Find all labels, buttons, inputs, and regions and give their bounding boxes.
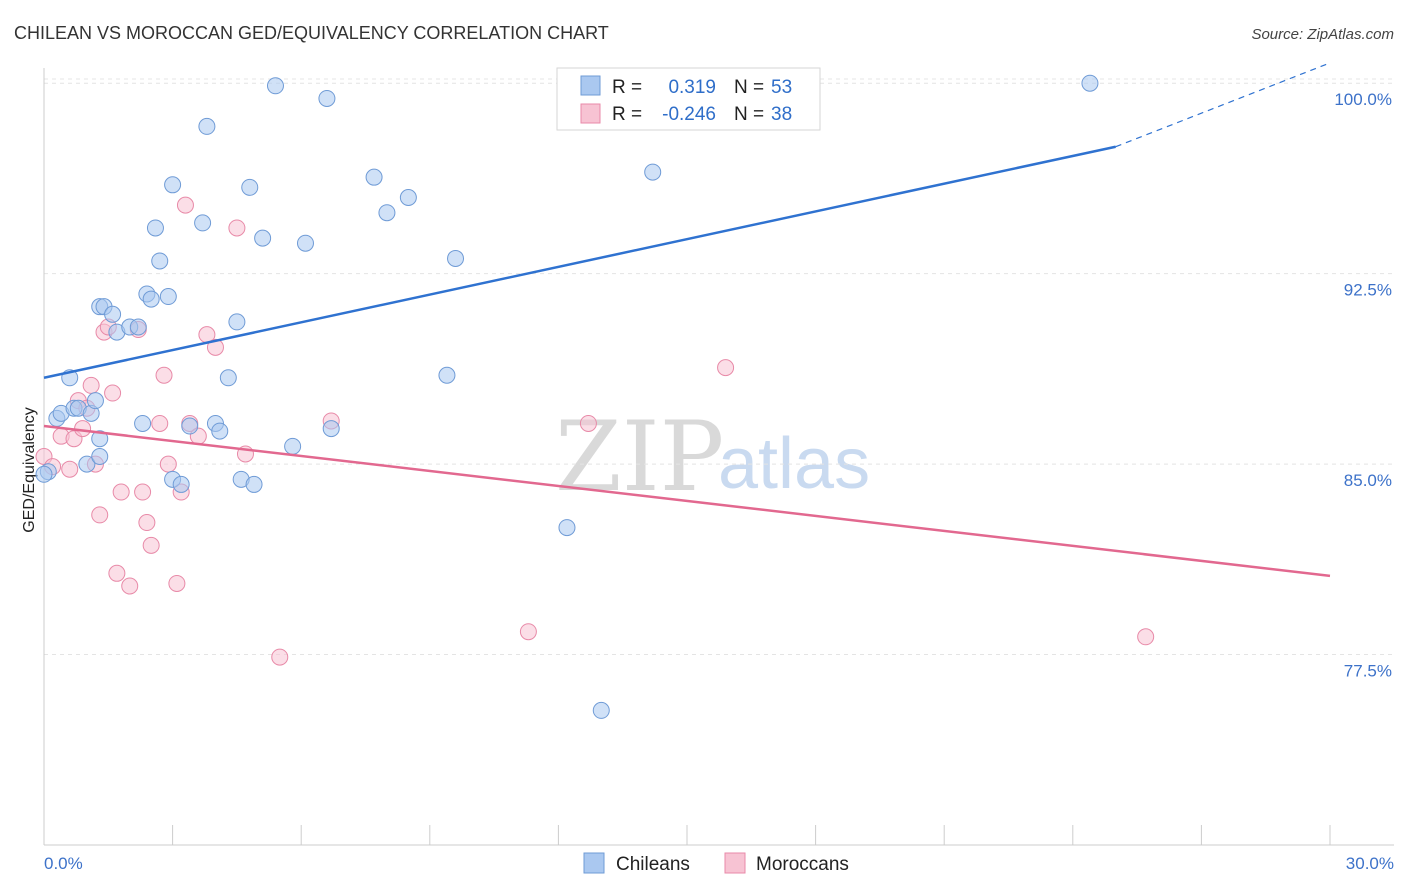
legend-r-value-chileans: 0.319 (668, 77, 716, 98)
point-chileans (151, 252, 169, 270)
y-tick-labels: 100.0% 92.5% 85.0% 77.5% (1334, 90, 1392, 680)
trend-line-chileans (43, 145, 1116, 380)
point-chileans (399, 189, 417, 206)
x-tick-label-max: 30.0% (1346, 854, 1394, 873)
stats-legend: R = 0.319 N = 53 R = -0.246 N = 38 (556, 67, 821, 131)
legend-swatch-moroccans (580, 103, 601, 124)
legend-r-label-chileans: R = (612, 77, 642, 98)
y-tick-label: 85.0% (1344, 471, 1392, 490)
point-chileans (181, 417, 199, 435)
point-chileans (245, 475, 263, 493)
point-moroccans (138, 514, 156, 532)
chart-title: CHILEAN VS MOROCCAN GED/EQUIVALENCY CORR… (14, 23, 609, 43)
point-moroccans (228, 219, 246, 237)
x-tick-label-min: 0.0% (44, 854, 83, 873)
bottom-legend-swatch-chileans (583, 852, 605, 874)
point-moroccans (519, 623, 537, 641)
bottom-legend-label-chileans: Chileans (616, 854, 690, 875)
bottom-legend: Chileans Moroccans (583, 852, 849, 875)
point-moroccans (108, 564, 126, 582)
point-chileans (558, 519, 576, 537)
point-chileans (172, 475, 190, 493)
point-chileans (146, 219, 164, 237)
point-chileans (447, 249, 465, 267)
legend-r-value-moroccans: -0.246 (662, 104, 716, 125)
legend-r-label-moroccans: R = (612, 104, 642, 125)
point-chileans (228, 313, 246, 331)
point-chileans (142, 290, 160, 308)
point-chileans (134, 414, 152, 432)
point-chileans (241, 178, 259, 196)
point-moroccans (142, 536, 160, 554)
y-tick-label: 77.5% (1344, 662, 1392, 681)
point-moroccans (74, 420, 92, 438)
bottom-legend-label-moroccans: Moroccans (756, 854, 849, 875)
legend-n-value-chileans: 53 (771, 77, 792, 98)
point-moroccans (91, 506, 109, 524)
trend-line-moroccans (43, 424, 1331, 578)
point-chileans (644, 163, 662, 181)
point-chileans (159, 288, 177, 306)
point-chileans (129, 318, 147, 336)
y-axis-label: GED/Equivalency (21, 407, 38, 532)
point-chileans (284, 437, 302, 455)
point-moroccans (134, 483, 152, 501)
point-chileans (91, 430, 109, 448)
legend-n-value-moroccans: 38 (771, 104, 792, 125)
point-chileans (198, 117, 216, 135)
point-chileans (78, 455, 96, 473)
point-moroccans (1137, 628, 1155, 646)
point-moroccans (82, 376, 100, 394)
point-chileans (35, 465, 53, 483)
point-chileans (219, 369, 237, 387)
watermark: ZIP atlas (555, 401, 870, 513)
point-chileans (164, 176, 182, 194)
point-moroccans (168, 574, 186, 592)
point-moroccans (159, 455, 177, 473)
point-chileans (1081, 74, 1099, 92)
point-chileans (91, 448, 109, 465)
trend-line-chileans-extension (1115, 62, 1331, 148)
point-moroccans (104, 384, 122, 402)
point-chileans (378, 204, 396, 222)
legend-n-label-chileans: N = (734, 77, 764, 98)
point-chileans (322, 420, 340, 438)
point-moroccans (176, 196, 194, 214)
point-moroccans (717, 359, 735, 377)
y-tick-label: 100.0% (1334, 90, 1392, 109)
point-moroccans (112, 483, 130, 501)
chart-source: Source: ZipAtlas.com (1251, 26, 1394, 43)
point-chileans (104, 305, 122, 323)
point-moroccans (121, 577, 139, 595)
point-chileans (254, 229, 272, 247)
point-moroccans (155, 366, 173, 384)
legend-n-label-moroccans: N = (734, 104, 764, 125)
point-chileans (438, 366, 456, 384)
point-chileans (194, 214, 212, 232)
point-chileans (365, 168, 383, 186)
series-chileans (35, 74, 1099, 719)
point-chileans (318, 89, 336, 107)
bottom-legend-swatch-moroccans (724, 852, 746, 874)
point-moroccans (151, 414, 169, 432)
point-chileans (296, 234, 314, 252)
point-moroccans (61, 460, 79, 478)
point-moroccans (206, 338, 224, 356)
y-tick-label: 92.5% (1344, 281, 1392, 300)
point-chileans (266, 77, 284, 95)
legend-swatch-chileans (580, 75, 601, 96)
point-chileans (592, 701, 610, 719)
stats-legend-frame (556, 67, 821, 131)
point-chileans (211, 422, 229, 440)
point-moroccans (271, 648, 289, 666)
point-chileans (86, 392, 104, 410)
trend-lines (43, 62, 1331, 578)
point-moroccans (579, 414, 597, 432)
